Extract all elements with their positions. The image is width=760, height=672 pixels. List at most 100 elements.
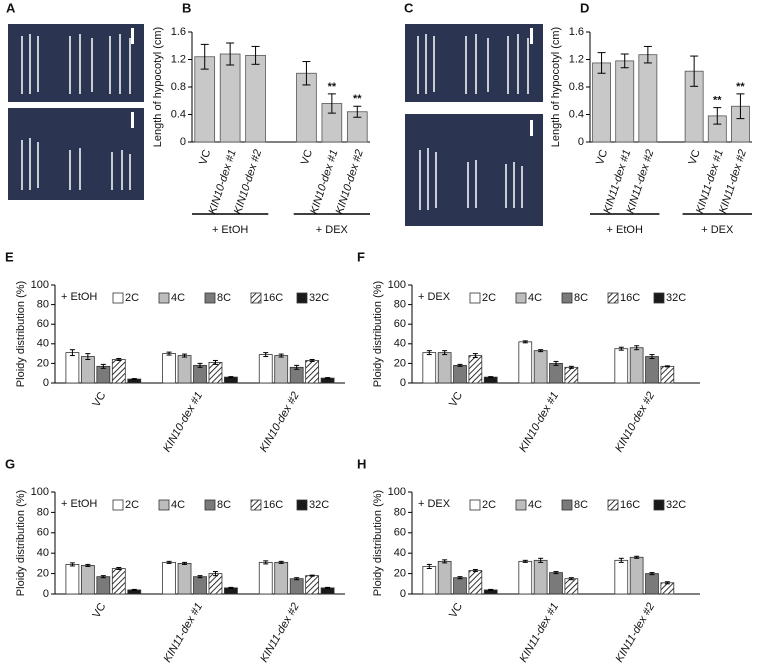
error-bar: [309, 574, 315, 577]
error-bar: [131, 378, 137, 381]
y-tick-label: 0: [43, 588, 49, 600]
bar: [193, 576, 207, 595]
bar: [305, 575, 320, 595]
error-bar: [100, 575, 106, 579]
error-bar: [690, 55, 699, 87]
panel-letter: B: [182, 0, 191, 15]
error-bar: [472, 569, 478, 573]
y-tick-label: 100: [388, 486, 406, 498]
scale-bar: [131, 112, 134, 128]
y-axis-title: Length of hypocotyl (cm): [152, 27, 164, 147]
bar: [564, 578, 579, 595]
photo: [8, 24, 144, 102]
bar: [629, 347, 644, 384]
panel-letter: A: [6, 0, 16, 15]
error-bar: [302, 61, 311, 86]
legend-swatch: [607, 292, 619, 304]
x-tick-label: VC: [90, 390, 108, 409]
y-tick-label: 0: [400, 377, 406, 389]
error-bar: [457, 576, 463, 580]
error-bar: [353, 105, 362, 118]
legend-swatch: [469, 499, 481, 511]
y-tick-label: 20: [37, 357, 49, 369]
bar: [660, 365, 675, 384]
bar: [219, 53, 241, 143]
panel-letter: G: [5, 456, 15, 471]
bar: [65, 564, 80, 595]
legend-swatch: [158, 292, 170, 304]
scale-bar: [131, 28, 134, 44]
legend-label: 8C: [574, 499, 588, 511]
legend-label: 2C: [482, 499, 496, 511]
error-bar: [568, 577, 574, 581]
error-bar: [197, 575, 203, 579]
legend-label: 32C: [309, 499, 329, 511]
legend-label: 16C: [263, 292, 283, 304]
y-tick-label: 60: [394, 318, 406, 330]
bar: [177, 355, 192, 384]
y-tick-label: 20: [394, 357, 406, 369]
bar: [638, 54, 658, 143]
bar: [258, 354, 273, 384]
error-bar: [263, 560, 269, 565]
y-tick-label: 1.2: [171, 53, 186, 65]
x-tick-label: VC: [594, 148, 610, 166]
x-tick-label: VC: [197, 148, 213, 166]
legend-label: 8C: [217, 292, 231, 304]
bar: [274, 561, 289, 595]
error-bar: [442, 559, 448, 564]
x-tick-label: VC: [447, 390, 465, 409]
error-bar: [522, 559, 528, 563]
legend-label: 32C: [309, 292, 329, 304]
legend-swatch: [112, 499, 124, 511]
error-bar: [488, 376, 494, 379]
error-bar: [736, 93, 745, 120]
legend-swatch: [515, 499, 527, 511]
legend-label: 2C: [482, 292, 496, 304]
significance: **: [713, 95, 722, 107]
error-bar: [457, 363, 463, 367]
y-tick-label: 0.4: [569, 108, 584, 120]
error-bar: [634, 345, 640, 351]
y-tick-label: 40: [37, 338, 49, 350]
error-bar: [85, 563, 91, 567]
chart-panel: E 0 20 40 60 80 100 Ploidy distribution (%) VC KI…: [5, 249, 345, 454]
chart-panel: B 0 0.4 0.8 1.2 1.6 Length of hypocotyl (cm) VC…: [152, 0, 370, 236]
bar: [614, 559, 629, 595]
bar: [437, 560, 452, 595]
error-bar: [522, 340, 528, 344]
legend-label: 16C: [620, 499, 640, 511]
bar: [96, 576, 111, 595]
seedlings: [21, 138, 131, 190]
y-tick-label: 100: [388, 279, 406, 291]
y-tick-label: 1.2: [569, 53, 584, 65]
bar: [111, 359, 126, 384]
group-label: + DEX: [316, 224, 349, 236]
annotation: + EtOH: [61, 498, 97, 510]
panel-letter: E: [5, 249, 14, 264]
bar: [65, 352, 80, 384]
bar: [645, 356, 659, 384]
error-bar: [294, 364, 300, 370]
error-bar: [69, 349, 75, 357]
y-tick-label: 100: [31, 279, 49, 291]
error-bar: [166, 351, 172, 356]
error-bar: [634, 555, 640, 559]
y-tick-label: 40: [37, 547, 49, 559]
bar: [96, 365, 111, 384]
error-bar: [278, 560, 284, 564]
bar: [80, 565, 95, 595]
bar: [453, 577, 467, 595]
bar: [468, 355, 483, 384]
error-bar: [200, 43, 209, 70]
legend-label: 8C: [217, 499, 231, 511]
x-tick-label: KIN11-dex #1: [161, 601, 205, 665]
bar: [422, 352, 437, 384]
significance: **: [353, 93, 362, 105]
legend-label: 8C: [574, 292, 588, 304]
annotation: + DEX: [418, 291, 451, 303]
bar: [453, 364, 467, 384]
error-bar: [325, 377, 331, 380]
error-bar: [228, 586, 234, 589]
panel-letter: H: [357, 456, 366, 471]
